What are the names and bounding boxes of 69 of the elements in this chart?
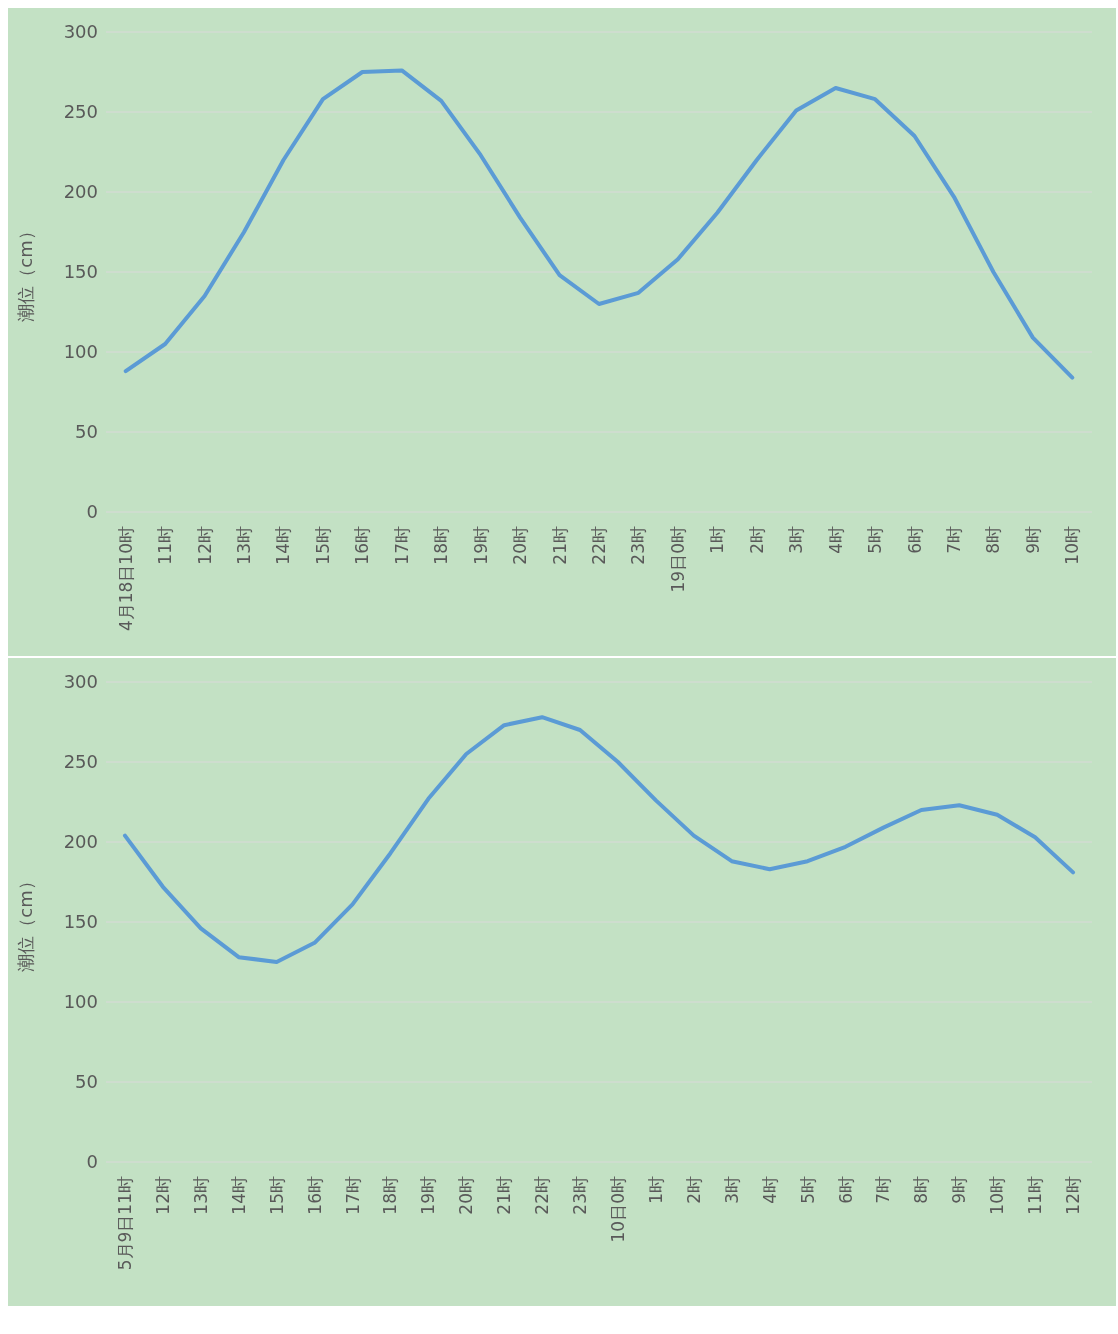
x-tick-label: 10日0时 <box>607 1176 628 1243</box>
x-tick-label: 16时 <box>304 1176 325 1215</box>
x-tick-label: 4月18日10时 <box>115 526 136 632</box>
y-tick-label: 0 <box>86 501 98 523</box>
x-tick-label: 18时 <box>431 526 452 565</box>
y-tick-label: 0 <box>86 1151 98 1173</box>
x-tick-label: 14时 <box>228 1176 249 1215</box>
x-tick-label: 20时 <box>456 1176 477 1215</box>
y-tick-label: 100 <box>63 341 98 363</box>
x-tick-label: 2时 <box>746 526 767 554</box>
y-tick-label: 200 <box>63 181 98 203</box>
x-tick-label: 7时 <box>943 526 964 554</box>
x-tick-label: 20时 <box>510 526 531 565</box>
x-tick-label: 4时 <box>759 1176 780 1204</box>
x-tick-label: 4时 <box>825 526 846 554</box>
x-tick-label: 10时 <box>1062 526 1083 565</box>
x-tick-label: 16时 <box>352 526 373 565</box>
x-tick-label: 11时 <box>155 526 176 565</box>
x-tick-label: 8时 <box>911 1176 932 1204</box>
x-tick-label: 1时 <box>707 526 728 554</box>
x-tick-label: 13时 <box>190 1176 211 1215</box>
y-tick-label: 250 <box>63 751 98 773</box>
x-tick-label: 9时 <box>1022 526 1043 554</box>
line-series <box>123 68 1075 380</box>
x-tick-label: 23时 <box>570 1176 591 1215</box>
x-tick-label: 2时 <box>683 1176 704 1204</box>
x-tick-label: 15时 <box>266 1176 287 1215</box>
x-tick-label: 15时 <box>312 526 333 565</box>
x-tick-label: 5时 <box>797 1176 818 1204</box>
x-tick-label: 7时 <box>873 1176 894 1204</box>
y-axis-title: 潮位（cm） <box>15 872 37 972</box>
y-tick-label: 50 <box>75 1071 98 1093</box>
x-tick-label: 21时 <box>549 526 570 565</box>
x-tick-label: 23时 <box>628 526 649 565</box>
y-tick-label: 100 <box>63 991 98 1013</box>
x-tick-label: 8时 <box>983 526 1004 554</box>
x-tick-label: 17时 <box>342 1176 363 1215</box>
x-tick-label: 18时 <box>380 1176 401 1215</box>
x-tick-label: 22时 <box>532 1176 553 1215</box>
x-tick-label: 19时 <box>470 526 491 565</box>
x-tick-label: 11时 <box>1025 1176 1046 1215</box>
x-tick-label: 12时 <box>194 526 215 565</box>
x-tick-label: 19时 <box>418 1176 439 1215</box>
y-tick-label: 300 <box>63 671 98 693</box>
x-tick-label: 10时 <box>987 1176 1008 1215</box>
x-tick-label: 6时 <box>904 526 925 554</box>
y-tick-label: 200 <box>63 831 98 853</box>
y-tick-label: 50 <box>75 421 98 443</box>
x-tick-label: 17时 <box>391 526 412 565</box>
y-tick-label: 250 <box>63 101 98 123</box>
x-tick-label: 1时 <box>645 1176 666 1204</box>
x-tick-label: 21时 <box>494 1176 515 1215</box>
y-tick-label: 150 <box>63 911 98 933</box>
x-tick-label: 22时 <box>589 526 609 565</box>
y-axis-title: 潮位（cm） <box>15 222 37 322</box>
x-tick-label: 6时 <box>835 1176 856 1204</box>
x-tick-label: 3时 <box>721 1176 742 1204</box>
y-tick-label: 300 <box>63 21 98 43</box>
x-tick-label: 5时 <box>865 526 886 554</box>
x-tick-label: 12时 <box>1063 1176 1084 1215</box>
x-tick-label: 12时 <box>152 1176 173 1215</box>
x-tick-label: 19日0时 <box>667 526 688 593</box>
line-series <box>122 715 1076 964</box>
x-tick-label: 14时 <box>273 526 294 565</box>
y-tick-label: 150 <box>63 261 98 283</box>
x-tick-label: 3时 <box>786 526 807 554</box>
x-tick-label: 9时 <box>949 1176 970 1204</box>
x-tick-label: 5月9日11时 <box>114 1176 135 1271</box>
x-tick-label: 13时 <box>234 526 255 565</box>
